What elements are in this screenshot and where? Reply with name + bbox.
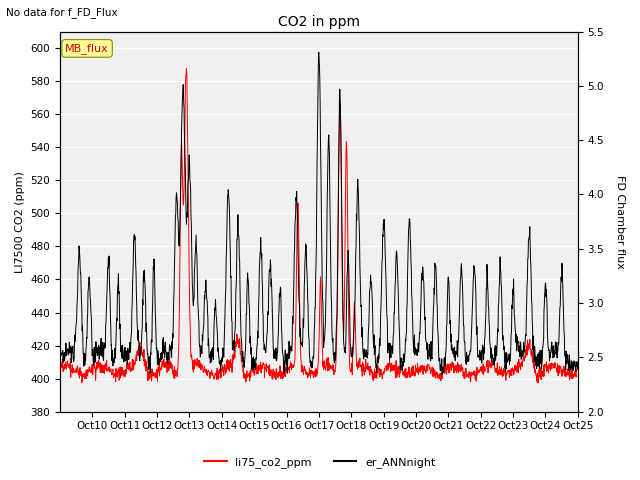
- Text: MB_flux: MB_flux: [65, 43, 109, 54]
- Y-axis label: FD Chamber flux: FD Chamber flux: [615, 175, 625, 268]
- Y-axis label: LI7500 CO2 (ppm): LI7500 CO2 (ppm): [15, 171, 25, 273]
- Text: No data for f_FD_Flux: No data for f_FD_Flux: [6, 7, 118, 18]
- Legend: li75_co2_ppm, er_ANNnight: li75_co2_ppm, er_ANNnight: [200, 452, 440, 472]
- Title: CO2 in ppm: CO2 in ppm: [278, 15, 360, 29]
